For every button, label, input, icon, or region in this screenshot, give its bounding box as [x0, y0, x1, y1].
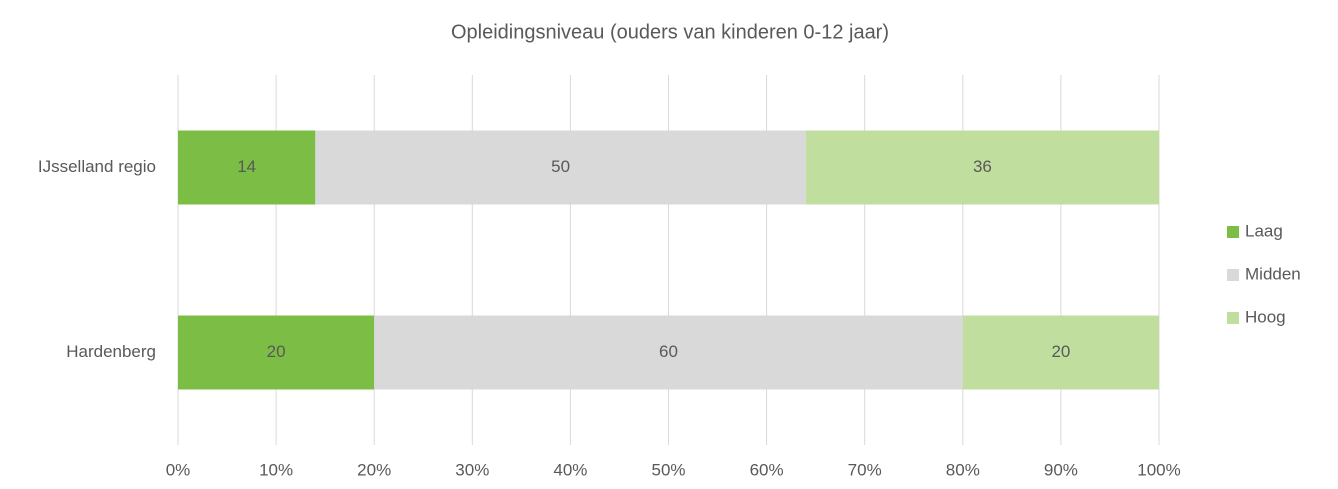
x-tick-label: 80%	[946, 460, 980, 479]
legend-label: Midden	[1245, 264, 1301, 283]
bar-segment	[178, 315, 375, 390]
legend-label: Hoog	[1245, 307, 1286, 326]
x-tick-label: 0%	[166, 460, 191, 479]
bar-segment	[374, 315, 963, 390]
x-tick-label: 100%	[1137, 460, 1180, 479]
data-label: 60	[659, 342, 678, 361]
x-tick-label: 20%	[357, 460, 391, 479]
data-label: 36	[973, 157, 992, 176]
legend-swatch	[1227, 312, 1239, 324]
bar-segment	[178, 130, 316, 205]
x-tick-label: 90%	[1044, 460, 1078, 479]
data-label: 20	[267, 342, 286, 361]
y-tick-label: Hardenberg	[66, 342, 156, 361]
data-label: 20	[1051, 342, 1070, 361]
legend-label: Laag	[1245, 221, 1283, 240]
chart-title: Opleidingsniveau (ouders van kinderen 0-…	[451, 21, 889, 43]
legend-swatch	[1227, 226, 1239, 238]
data-label: 50	[551, 157, 570, 176]
y-tick-label: IJsselland regio	[38, 157, 156, 176]
x-tick-label: 40%	[553, 460, 587, 479]
bar-segment	[315, 130, 806, 205]
x-tick-label: 50%	[651, 460, 685, 479]
data-label: 14	[237, 157, 256, 176]
x-tick-label: 10%	[259, 460, 293, 479]
x-tick-label: 30%	[455, 460, 489, 479]
bar-segment	[962, 315, 1159, 390]
x-tick-label: 60%	[750, 460, 784, 479]
legend-swatch	[1227, 269, 1239, 281]
x-tick-label: 70%	[848, 460, 882, 479]
bar-segment	[805, 130, 1159, 205]
